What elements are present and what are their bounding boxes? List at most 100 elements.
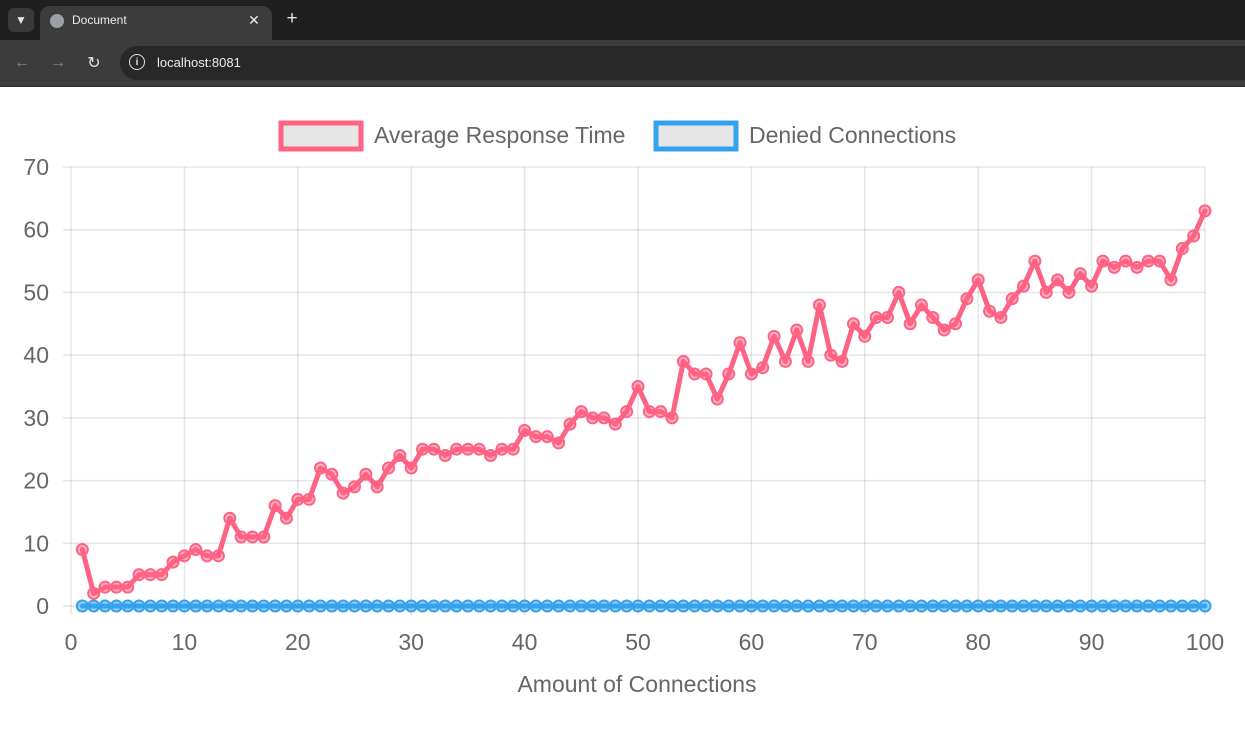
data-point[interactable]: [166, 555, 180, 569]
data-point[interactable]: [450, 442, 464, 456]
legend-label[interactable]: Average Response Time: [374, 122, 625, 148]
data-point[interactable]: [812, 298, 826, 312]
data-point[interactable]: [552, 436, 566, 450]
data-point[interactable]: [223, 599, 237, 613]
data-point[interactable]: [688, 599, 702, 613]
data-point[interactable]: [75, 543, 89, 557]
reload-button[interactable]: ↻: [82, 51, 106, 75]
data-point[interactable]: [1062, 285, 1076, 299]
data-point[interactable]: [1039, 285, 1053, 299]
data-point[interactable]: [472, 442, 486, 456]
data-point[interactable]: [744, 367, 758, 381]
data-point[interactable]: [608, 417, 622, 431]
data-point[interactable]: [1187, 599, 1201, 613]
data-point[interactable]: [926, 311, 940, 325]
data-point[interactable]: [495, 442, 509, 456]
data-point[interactable]: [1175, 242, 1189, 256]
data-point[interactable]: [121, 580, 135, 594]
data-point[interactable]: [529, 599, 543, 613]
data-point[interactable]: [631, 380, 645, 393]
data-point[interactable]: [1017, 599, 1031, 613]
data-point[interactable]: [279, 511, 293, 525]
address-bar[interactable]: i localhost:8081: [120, 46, 1245, 80]
data-point[interactable]: [325, 599, 339, 613]
data-point[interactable]: [608, 599, 622, 613]
data-point[interactable]: [245, 599, 259, 613]
data-point[interactable]: [903, 317, 917, 331]
data-point[interactable]: [132, 568, 146, 582]
data-point[interactable]: [234, 530, 248, 544]
data-point[interactable]: [812, 599, 826, 613]
data-point[interactable]: [620, 405, 634, 419]
data-point[interactable]: [245, 530, 259, 544]
data-point[interactable]: [393, 599, 407, 613]
data-point[interactable]: [676, 599, 690, 613]
data-point[interactable]: [620, 599, 634, 613]
data-point[interactable]: [132, 599, 146, 613]
data-point[interactable]: [348, 599, 361, 613]
data-point[interactable]: [665, 599, 679, 613]
data-point[interactable]: [983, 304, 997, 318]
data-point[interactable]: [268, 499, 282, 513]
data-point[interactable]: [1198, 599, 1212, 613]
data-point[interactable]: [1085, 599, 1099, 613]
data-point[interactable]: [438, 448, 452, 462]
data-point[interactable]: [177, 599, 191, 613]
data-point[interactable]: [710, 599, 724, 613]
data-point[interactable]: [846, 599, 860, 613]
data-point[interactable]: [336, 599, 350, 613]
data-point[interactable]: [767, 599, 781, 613]
data-point[interactable]: [676, 354, 690, 368]
data-point[interactable]: [937, 323, 951, 337]
data-point[interactable]: [824, 348, 838, 362]
data-point[interactable]: [370, 480, 384, 494]
data-point[interactable]: [869, 599, 883, 613]
data-point[interactable]: [189, 543, 203, 557]
data-point[interactable]: [756, 361, 770, 375]
legend-label[interactable]: Denied Connections: [749, 122, 956, 148]
data-point[interactable]: [1175, 599, 1189, 613]
data-point[interactable]: [1073, 599, 1087, 613]
data-point[interactable]: [983, 599, 997, 613]
data-point[interactable]: [155, 568, 169, 582]
data-point[interactable]: [949, 317, 963, 331]
data-point[interactable]: [1005, 599, 1019, 613]
data-point[interactable]: [257, 530, 271, 544]
data-point[interactable]: [1130, 599, 1144, 613]
data-point[interactable]: [1096, 599, 1110, 613]
data-point[interactable]: [495, 599, 509, 613]
data-point[interactable]: [1039, 599, 1053, 613]
data-point[interactable]: [404, 599, 418, 613]
data-point[interactable]: [506, 599, 520, 613]
data-point[interactable]: [586, 411, 600, 425]
data-point[interactable]: [801, 354, 815, 368]
data-point[interactable]: [155, 599, 169, 613]
data-point[interactable]: [461, 442, 475, 456]
browser-tab[interactable]: Document ✕: [40, 6, 272, 40]
data-point[interactable]: [484, 599, 498, 613]
data-point[interactable]: [937, 599, 951, 613]
data-point[interactable]: [778, 599, 792, 613]
data-point[interactable]: [778, 354, 792, 368]
data-point[interactable]: [1164, 273, 1178, 287]
data-point[interactable]: [880, 599, 894, 613]
data-point[interactable]: [257, 599, 271, 613]
data-point[interactable]: [1017, 279, 1031, 293]
data-point[interactable]: [756, 599, 770, 613]
data-point[interactable]: [98, 599, 112, 613]
data-point[interactable]: [960, 599, 974, 613]
data-point[interactable]: [574, 405, 588, 419]
data-point[interactable]: [1107, 599, 1121, 613]
data-point[interactable]: [177, 549, 191, 563]
data-point[interactable]: [75, 599, 89, 613]
data-point[interactable]: [438, 599, 452, 613]
data-point[interactable]: [642, 405, 656, 419]
data-point[interactable]: [824, 599, 838, 613]
data-point[interactable]: [722, 367, 736, 381]
data-point[interactable]: [767, 329, 781, 343]
data-point[interactable]: [654, 599, 668, 613]
data-point[interactable]: [313, 599, 327, 613]
data-point[interactable]: [926, 599, 940, 613]
data-point[interactable]: [325, 467, 339, 481]
data-point[interactable]: [960, 292, 974, 306]
